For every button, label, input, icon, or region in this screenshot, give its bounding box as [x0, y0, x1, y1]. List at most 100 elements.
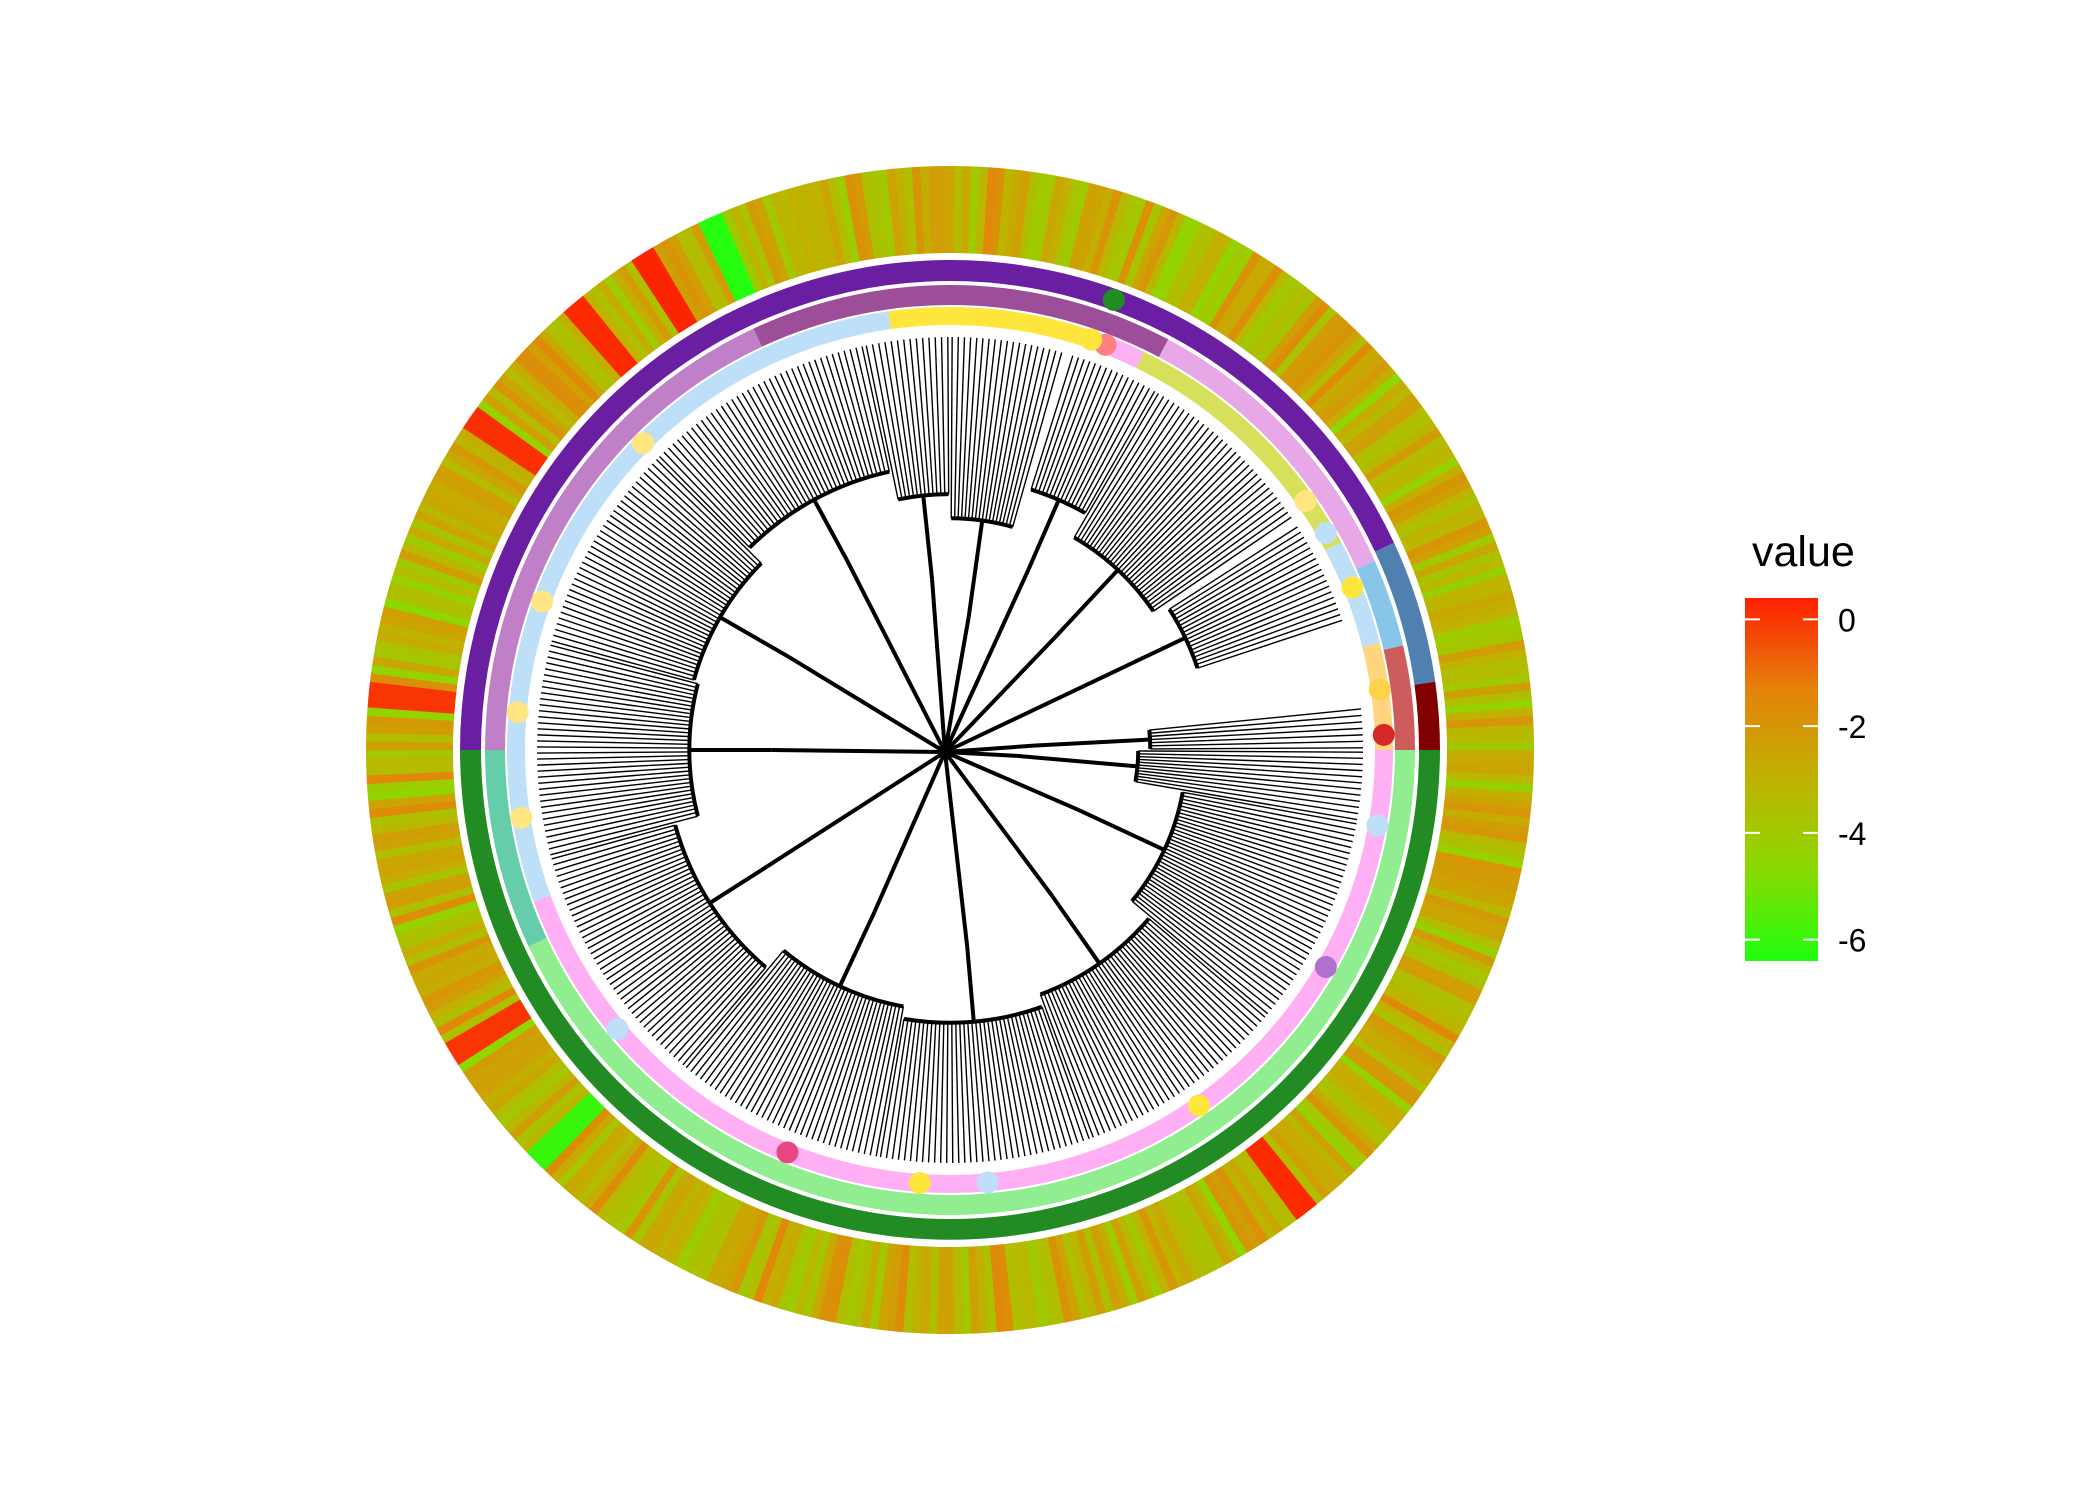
- heatmap-cell: [563, 306, 627, 378]
- heatmap-cell: [690, 222, 737, 305]
- heatmap-cell: [937, 166, 947, 254]
- tree-tip-branch: [599, 900, 710, 970]
- heatmap-cell: [381, 605, 469, 635]
- heatmap-cell: [1419, 557, 1505, 594]
- heatmap-cell: [1208, 251, 1262, 330]
- tree-tip-branch: [554, 832, 678, 872]
- heatmap-cell: [1157, 219, 1203, 302]
- heatmap-cell: [1061, 1232, 1090, 1320]
- heatmap-cell: [413, 947, 497, 991]
- heatmap-cell: [1003, 1243, 1023, 1331]
- tree-tip-branch: [757, 383, 819, 498]
- tree-tip-branch: [971, 338, 990, 520]
- tree-tip-branch: [537, 734, 690, 742]
- heatmap-cell: [1319, 1076, 1391, 1141]
- heatmap-cell: [1130, 1210, 1171, 1295]
- tree-tip-branch: [1191, 596, 1335, 655]
- heatmap-cell: [1423, 893, 1510, 927]
- tree-tip-branch: [837, 352, 874, 476]
- heatmap-cell: [945, 1246, 955, 1334]
- tree-tip-branch: [909, 338, 926, 496]
- tree-tip-branch: [1196, 613, 1341, 666]
- heatmap-cell: [596, 279, 656, 355]
- heatmap-cell: [982, 1245, 997, 1333]
- tree-tip-branch: [995, 345, 1033, 524]
- heatmap-cell: [1429, 872, 1517, 903]
- heatmap-cell: [631, 255, 686, 334]
- tree-tip-branch: [998, 1018, 1026, 1157]
- heatmap-cell: [596, 1145, 655, 1220]
- heatmap-cell: [462, 420, 540, 476]
- tree-tip-branch: [596, 897, 707, 965]
- heatmap-cell: [556, 1117, 622, 1188]
- heatmap-cell: [428, 478, 510, 526]
- heatmap-cell: [1375, 999, 1456, 1052]
- tip-point: [908, 1171, 931, 1194]
- heatmap-cell: [436, 986, 517, 1036]
- tree-tip-branch: [1067, 377, 1129, 505]
- heatmap-cell: [374, 639, 463, 664]
- heatmap-cell: [945, 166, 955, 254]
- heatmap-cell: [538, 329, 606, 398]
- tree-branch: [943, 634, 1059, 754]
- heatmap-cell: [482, 1047, 557, 1107]
- heatmap-cell: [1445, 786, 1533, 802]
- heatmap-cell: [1439, 829, 1527, 853]
- tree-tip-branch: [1137, 764, 1362, 784]
- tree-tip-branch: [725, 402, 797, 511]
- tree-tip-branch: [915, 1021, 929, 1162]
- heatmap-cell: [370, 814, 459, 836]
- heatmap-cell: [482, 392, 557, 453]
- heatmap-cell: [1442, 807, 1531, 828]
- tree-tip-branch: [1131, 900, 1269, 1015]
- heatmap-cell: [609, 1153, 667, 1230]
- tree-tip-branch: [1145, 920, 1262, 1023]
- heatmap-cell: [1304, 1092, 1374, 1159]
- heatmap-cell: [390, 892, 477, 927]
- tree-tip-branch: [1046, 991, 1106, 1134]
- tree-tip-branch: [902, 339, 923, 496]
- heatmap-cell: [645, 1174, 698, 1253]
- heatmap-cell: [520, 347, 590, 413]
- heatmap-cell: [1347, 1042, 1423, 1101]
- phylogenetic-tree: [537, 337, 1363, 1163]
- tree-tip-branch: [1173, 825, 1342, 884]
- heatmap-cell: [1294, 1102, 1362, 1171]
- heatmap-cell: [458, 1017, 536, 1073]
- heatmap-cell: [1215, 256, 1270, 334]
- tree-tip-branch: [1150, 740, 1363, 747]
- heatmap-cell: [1089, 1224, 1123, 1311]
- tree-tip-branch: [659, 455, 751, 549]
- heatmap-cell: [617, 265, 674, 342]
- tree-tip-branch: [1144, 883, 1291, 986]
- heatmap-cell: [1343, 1047, 1418, 1108]
- heatmap-cell: [1176, 1188, 1225, 1270]
- heatmap-cell: [404, 532, 489, 573]
- heatmap-cell: [1123, 1212, 1163, 1298]
- tree-tip-branch: [1106, 957, 1200, 1080]
- tree-tip-branch: [1103, 959, 1195, 1084]
- tree-tip-branch: [667, 447, 757, 543]
- heatmap-cell: [589, 1140, 650, 1215]
- heatmap-cell: [393, 899, 479, 935]
- heatmap-cell: [509, 1075, 580, 1140]
- tree-tip-branch: [940, 337, 946, 495]
- tree-tip-branch: [1161, 854, 1321, 934]
- heatmap-cell: [421, 960, 504, 1006]
- tree-tip-branch: [1194, 608, 1339, 662]
- tree-tip-branch: [556, 622, 698, 670]
- heatmap-cell: [472, 406, 549, 464]
- heatmap-cell: [1445, 698, 1533, 715]
- heatmap-cell: [843, 174, 868, 262]
- heatmap-cell: [1054, 1234, 1082, 1322]
- tree-tip-branch: [1112, 952, 1210, 1073]
- tree-tip-branch: [538, 770, 691, 784]
- tree-tip-branch: [631, 485, 747, 582]
- tree-tip-branch: [566, 856, 687, 906]
- tree-tip-branch: [616, 504, 737, 594]
- tree-tip-branch: [991, 343, 1027, 523]
- heatmap-cell: [1284, 1112, 1350, 1183]
- heatmap-cell: [1441, 664, 1530, 686]
- tree-tip-branch: [1091, 412, 1190, 550]
- tree-tip-branch: [885, 1019, 909, 1159]
